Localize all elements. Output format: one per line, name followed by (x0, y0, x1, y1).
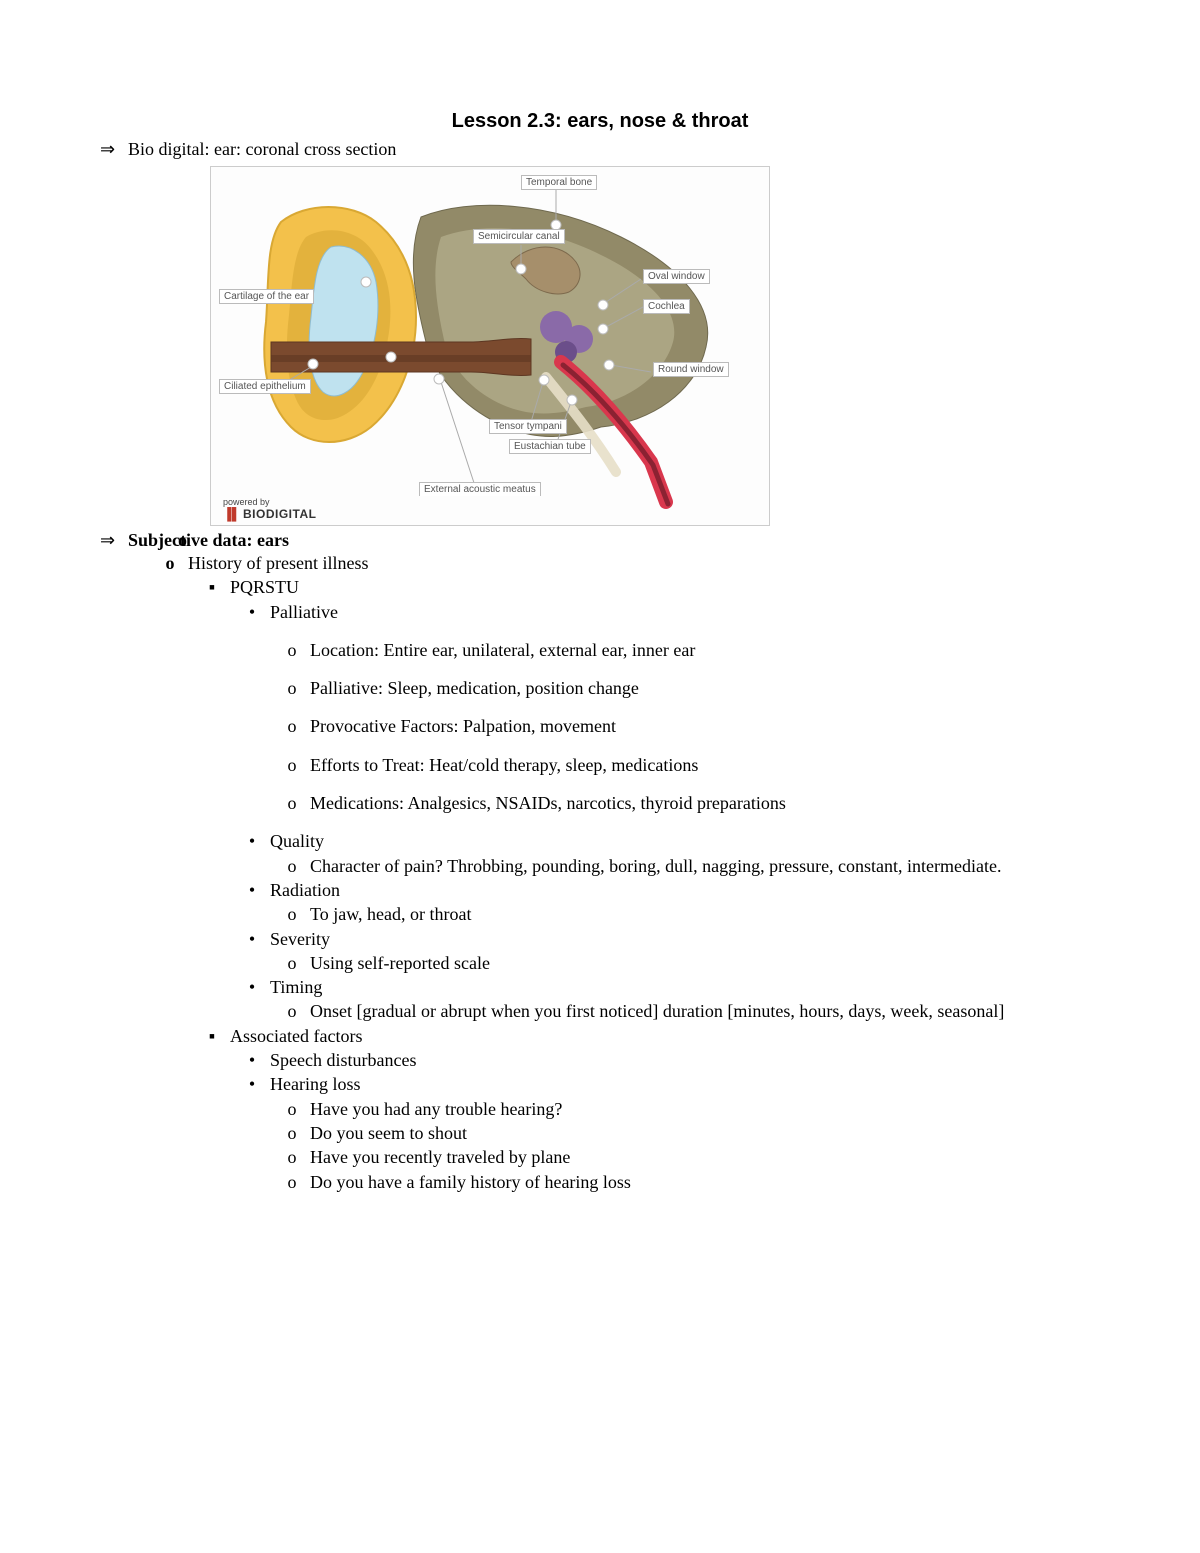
text-hpi: History of present illness (188, 553, 368, 573)
small-o-icon: o (280, 791, 304, 815)
label-round-window: Round window (653, 362, 729, 377)
list-item: o Medications: Analgesics, NSAIDs, narcot… (280, 791, 1100, 815)
text-pqrstu: PQRSTU (230, 577, 299, 597)
small-o-icon: o (280, 714, 304, 738)
list-item: o Do you have a family history of hearing… (280, 1170, 1100, 1194)
biodigital-brand: BIODIGITAL (243, 507, 316, 521)
bullet-row-subjective: ⇒ Subjective data: ears (100, 530, 1100, 551)
hollow-circle-icon: o (158, 551, 182, 575)
text: Have you had any trouble hearing? (310, 1099, 562, 1119)
label-oval-window: Oval window (643, 269, 710, 284)
disc-icon: • (240, 829, 264, 853)
text: To jaw, head, or throat (310, 904, 472, 924)
heading-subjective: Subjective data: ears (128, 530, 1100, 551)
biodigital-logo: ▐▌BIODIGITAL (223, 507, 316, 521)
label-tensor-tympani: Tensor tympani (489, 419, 567, 434)
disc-icon: • (240, 878, 264, 902)
text: Provocative Factors: Palpation, movement (310, 716, 616, 736)
li-timing-detail: o Onset [gradual or abrupt when you first… (280, 999, 1100, 1023)
text: Location: Entire ear, unilateral, extern… (310, 640, 695, 660)
page-title: Lesson 2.3: ears, nose & throat (100, 110, 1100, 133)
text-timing: Timing (270, 977, 322, 997)
text: Have you recently traveled by plane (310, 1147, 570, 1167)
label-cartilage: Cartilage of the ear (219, 289, 314, 304)
li-severity-detail: o Using self-reported scale (280, 951, 1100, 975)
disc-icon: • (240, 975, 264, 999)
small-o-icon: o (280, 1097, 304, 1121)
label-semicircular-canal: Semicircular canal (473, 229, 565, 244)
small-o-icon: o (280, 999, 304, 1023)
small-o-icon: o (280, 1145, 304, 1169)
label-ciliated: Ciliated epithelium (219, 379, 311, 394)
text-palliative: Palliative (270, 602, 338, 622)
text: Onset [gradual or abrupt when you first … (310, 1001, 1004, 1021)
li-timing: • Timing (240, 975, 1100, 999)
list-item: o Have you had any trouble hearing? (280, 1097, 1100, 1121)
text: Palliative: Sleep, medication, position … (310, 678, 639, 698)
square-icon: ▪ (200, 1024, 224, 1048)
disc-icon: • (240, 927, 264, 951)
li-radiation: • Radiation (240, 878, 1100, 902)
text-speech: Speech disturbances (270, 1050, 416, 1070)
li-quality-detail: o Character of pain? Throbbing, pounding,… (280, 854, 1100, 878)
label-eustachian: Eustachian tube (509, 439, 591, 454)
label-external-meatus: External acoustic meatus (419, 482, 541, 496)
text: Using self-reported scale (310, 953, 490, 973)
text-biodigital: Bio digital: ear: coronal cross section (128, 139, 1100, 160)
small-o-icon: o (280, 854, 304, 878)
text: Do you seem to shout (310, 1123, 467, 1143)
text-hearing: Hearing loss (270, 1074, 360, 1094)
palliative-items: o Location: Entire ear, unilateral, exter… (100, 638, 1100, 815)
text-assoc: Associated factors (230, 1026, 362, 1046)
text: Medications: Analgesics, NSAIDs, narcoti… (310, 793, 786, 813)
disc-icon: • (240, 600, 264, 624)
li-palliative: • Palliative (240, 600, 1100, 624)
list-item: o Palliative: Sleep, medication, position… (280, 676, 1100, 700)
bullet-row-biodigital: ⇒ Bio digital: ear: coronal cross sectio… (100, 139, 1100, 160)
label-cochlea: Cochlea (643, 299, 690, 314)
text-severity: Severity (270, 929, 330, 949)
small-o-icon: o (280, 902, 304, 926)
diagram-svg (211, 167, 771, 527)
li-assoc: ▪ Associated factors (200, 1024, 1100, 1048)
li-radiation-detail: o To jaw, head, or throat (280, 902, 1100, 926)
text: Character of pain? Throbbing, pounding, … (310, 856, 1002, 876)
text: Do you have a family history of hearing … (310, 1172, 631, 1192)
small-o-icon: o (280, 638, 304, 662)
text-radiation: Radiation (270, 880, 340, 900)
small-o-icon: o (280, 753, 304, 777)
disc-icon: • (240, 1048, 264, 1072)
arrow-icon: ⇒ (100, 530, 128, 551)
small-o-icon: o (280, 951, 304, 975)
li-severity: • Severity (240, 927, 1100, 951)
list-item: o Do you seem to shout (280, 1121, 1100, 1145)
li-quality: • Quality (240, 829, 1100, 853)
small-o-icon: o (280, 1170, 304, 1194)
li-hpi: o History of present illness (158, 551, 1100, 575)
text-quality: Quality (270, 831, 324, 851)
document-page: Lesson 2.3: ears, nose & throat ⇒ Bio di… (0, 0, 1200, 1553)
li-hearing: • Hearing loss (240, 1072, 1100, 1096)
small-o-icon: o (280, 676, 304, 700)
label-temporal-bone: Temporal bone (521, 175, 597, 190)
square-icon: ▪ (200, 575, 224, 599)
ear-diagram: Temporal bone Semicircular canal Oval wi… (210, 166, 770, 526)
list-item: o Provocative Factors: Palpation, movemen… (280, 714, 1100, 738)
small-o-icon: o (280, 1121, 304, 1145)
list-item: o Location: Entire ear, unilateral, exter… (280, 638, 1100, 662)
hollow-circle-marker: o (178, 530, 187, 551)
list-item: o Have you recently traveled by plane (280, 1145, 1100, 1169)
biodigital-glyph-icon: ▐▌ (223, 507, 241, 521)
text: Efforts to Treat: Heat/cold therapy, sle… (310, 755, 698, 775)
list-item: o Efforts to Treat: Heat/cold therapy, sl… (280, 753, 1100, 777)
powered-by-text: powered by (223, 497, 270, 507)
li-speech: • Speech disturbances (240, 1048, 1100, 1072)
li-pqrstu: ▪ PQRSTU (200, 575, 1100, 599)
disc-icon: • (240, 1072, 264, 1096)
arrow-icon: ⇒ (100, 139, 128, 160)
